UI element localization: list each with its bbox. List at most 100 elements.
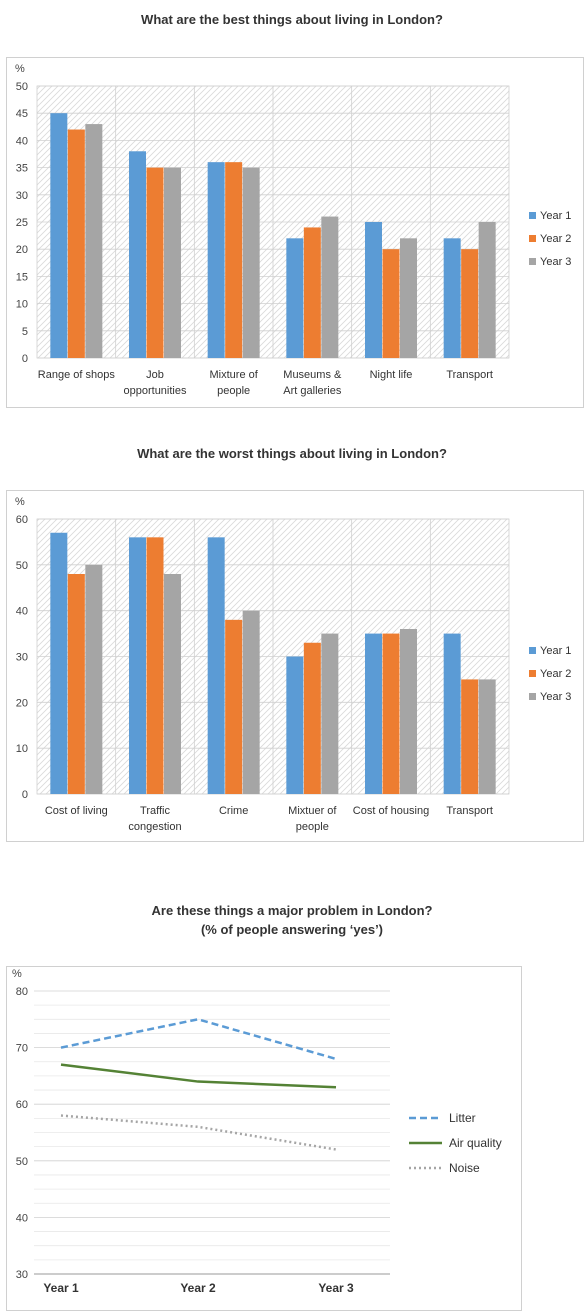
bar bbox=[225, 162, 243, 358]
legend-swatch bbox=[529, 212, 536, 219]
x-tick-label: Traffic bbox=[140, 805, 170, 817]
y-tick-label: 30 bbox=[16, 652, 28, 664]
y-tick-label: 40 bbox=[16, 135, 28, 147]
y-tick-label: 30 bbox=[16, 1269, 28, 1281]
y-tick-label: 60 bbox=[16, 514, 28, 526]
bar bbox=[146, 167, 164, 358]
x-tick-label: Crime bbox=[219, 805, 248, 817]
bar bbox=[443, 633, 461, 794]
chart2-title: What are the worst things about living i… bbox=[137, 446, 447, 461]
bar bbox=[242, 167, 260, 358]
y-tick-label: 40 bbox=[16, 1212, 28, 1224]
y-tick-label: 0 bbox=[22, 353, 28, 365]
bar bbox=[303, 227, 321, 358]
bar bbox=[50, 113, 68, 358]
x-tick-label: people bbox=[296, 821, 329, 833]
x-tick-label: Mixture of bbox=[210, 369, 259, 381]
bar bbox=[461, 249, 479, 358]
bar bbox=[400, 629, 417, 794]
legend-label: Year 2 bbox=[540, 668, 571, 680]
x-tick-label: Range of shops bbox=[38, 369, 116, 381]
y-axis-label: % bbox=[15, 496, 25, 508]
y-tick-label: 0 bbox=[22, 789, 28, 801]
y-tick-label: 40 bbox=[16, 606, 28, 618]
bar bbox=[129, 537, 146, 794]
bar bbox=[321, 216, 339, 358]
legend-swatch bbox=[529, 647, 536, 654]
bar bbox=[286, 238, 304, 358]
bar bbox=[85, 564, 103, 794]
bar bbox=[382, 249, 400, 358]
bar bbox=[207, 162, 225, 358]
legend-label: Year 1 bbox=[540, 645, 571, 657]
x-tick-label: people bbox=[217, 385, 250, 397]
bar bbox=[242, 610, 260, 794]
y-tick-label: 20 bbox=[16, 697, 28, 709]
chart3-title: Are these things a major problem in Lond… bbox=[151, 903, 433, 918]
bar bbox=[146, 537, 164, 794]
x-tick-label: Night life bbox=[370, 369, 413, 381]
y-tick-label: 50 bbox=[16, 1156, 28, 1168]
bar bbox=[382, 633, 400, 794]
x-tick-label: congestion bbox=[128, 821, 181, 833]
x-tick-label: Museums & bbox=[283, 369, 342, 381]
legend-label: Year 3 bbox=[540, 691, 571, 703]
series-line bbox=[60, 1114, 337, 1151]
series-line bbox=[60, 1063, 337, 1089]
y-tick-label: 45 bbox=[16, 108, 28, 120]
chart3-frame bbox=[6, 966, 522, 1311]
bar bbox=[164, 574, 181, 794]
x-tick-label: Cost of housing bbox=[353, 805, 429, 817]
x-tick-label: opportunities bbox=[124, 385, 187, 397]
bar bbox=[67, 574, 85, 794]
chart3-subtitle: (% of people answering ‘yes’) bbox=[200, 922, 384, 937]
bar bbox=[478, 679, 496, 794]
y-tick-label: 50 bbox=[16, 81, 28, 93]
legend-label: Year 3 bbox=[540, 256, 571, 268]
bar bbox=[207, 537, 225, 794]
y-tick-label: 15 bbox=[16, 271, 28, 283]
chart1-svg: 0 5 10 15 20 25 30 35 40 45 50% Range of shops Job op… bbox=[15, 63, 571, 397]
x-tick-label: Job bbox=[146, 369, 164, 381]
x-tick-label: Art galleries bbox=[283, 385, 342, 397]
bar bbox=[303, 642, 321, 794]
legend-label: Year 1 bbox=[540, 210, 571, 222]
y-tick-label: 10 bbox=[16, 743, 28, 755]
y-tick-label: 25 bbox=[16, 217, 28, 229]
legend-swatch bbox=[529, 693, 536, 700]
y-tick-label: 20 bbox=[16, 244, 28, 256]
legend-swatch bbox=[529, 670, 536, 677]
y-tick-label: 5 bbox=[22, 326, 28, 338]
legend-swatch bbox=[529, 258, 536, 265]
legend-label: Litter bbox=[449, 1111, 476, 1125]
bar bbox=[365, 633, 382, 794]
series-line bbox=[60, 1018, 337, 1061]
legend-label: Year 2 bbox=[540, 233, 571, 245]
bar bbox=[85, 124, 103, 358]
x-tick-label: Transport bbox=[446, 805, 493, 817]
legend-swatch bbox=[529, 235, 536, 242]
bar bbox=[461, 679, 479, 794]
x-tick-label: Transport bbox=[446, 369, 493, 381]
bar bbox=[321, 633, 339, 794]
bar bbox=[443, 238, 461, 358]
y-tick-label: 30 bbox=[16, 190, 28, 202]
x-tick-label: Mixtuer of bbox=[288, 805, 337, 817]
bar bbox=[129, 151, 146, 358]
y-tick-label: 70 bbox=[16, 1043, 28, 1055]
chart1-title: What are the best things about living in… bbox=[141, 12, 443, 27]
x-tick-label: Year 2 bbox=[180, 1281, 216, 1295]
y-tick-label: 10 bbox=[16, 299, 28, 311]
bar bbox=[67, 129, 85, 358]
y-axis-label: % bbox=[12, 968, 22, 980]
y-tick-label: 80 bbox=[16, 986, 28, 998]
y-tick-label: 60 bbox=[16, 1099, 28, 1111]
legend-label: Air quality bbox=[449, 1136, 502, 1150]
y-axis-label: % bbox=[15, 63, 25, 75]
bar bbox=[365, 222, 382, 358]
x-tick-label: Year 1 bbox=[43, 1281, 79, 1295]
y-tick-label: 50 bbox=[16, 560, 28, 572]
bar bbox=[225, 619, 243, 794]
bar bbox=[286, 656, 304, 794]
